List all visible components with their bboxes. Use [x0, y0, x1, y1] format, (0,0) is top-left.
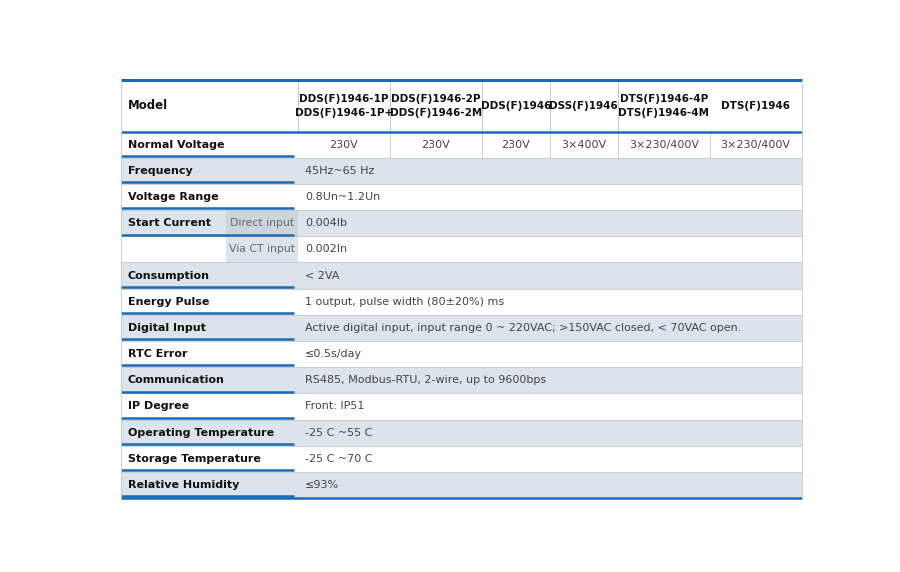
Text: DDS(F)1946: DDS(F)1946 — [481, 101, 551, 110]
Text: 230V: 230V — [501, 140, 530, 150]
Text: Operating Temperature: Operating Temperature — [128, 428, 274, 438]
Bar — [121, 236, 802, 263]
Text: -25 C ~70 C: -25 C ~70 C — [305, 454, 373, 464]
Text: Communication: Communication — [128, 375, 225, 386]
Text: 45Hz~65 Hz: 45Hz~65 Hz — [305, 166, 374, 176]
Text: IP Degree: IP Degree — [128, 402, 189, 411]
Bar — [121, 367, 802, 394]
Bar — [121, 80, 802, 132]
Bar — [121, 289, 802, 315]
Text: -25 C ~55 C: -25 C ~55 C — [305, 428, 373, 438]
Text: 3×400V: 3×400V — [562, 140, 607, 150]
Text: ≤93%: ≤93% — [305, 480, 339, 490]
Text: 3×230/400V: 3×230/400V — [629, 140, 698, 150]
Text: 1 output, pulse width (80±20%) ms: 1 output, pulse width (80±20%) ms — [305, 297, 504, 307]
Bar — [121, 472, 802, 498]
Bar — [227, 236, 298, 263]
Text: 0.002In: 0.002In — [305, 244, 347, 255]
Bar — [121, 210, 802, 236]
Bar — [121, 315, 802, 341]
Text: Normal Voltage: Normal Voltage — [128, 140, 224, 150]
Text: Direct input: Direct input — [230, 219, 294, 228]
Text: 3×230/400V: 3×230/400V — [721, 140, 791, 150]
Text: Model: Model — [128, 99, 168, 112]
Bar — [121, 184, 802, 210]
Bar — [121, 419, 802, 446]
Bar — [227, 210, 298, 236]
Text: Consumption: Consumption — [128, 271, 210, 281]
Text: Via CT input: Via CT input — [230, 244, 295, 255]
Text: Front: IP51: Front: IP51 — [305, 402, 364, 411]
Bar — [121, 394, 802, 419]
Bar — [121, 132, 802, 158]
Text: DTS(F)1946-4P
DTS(F)1946-4M: DTS(F)1946-4P DTS(F)1946-4M — [618, 94, 709, 118]
Text: 230V: 230V — [421, 140, 450, 150]
Text: Energy Pulse: Energy Pulse — [128, 297, 209, 307]
Bar — [121, 446, 802, 472]
Bar — [121, 341, 802, 367]
Text: RS485, Modbus-RTU, 2-wire, up to 9600bps: RS485, Modbus-RTU, 2-wire, up to 9600bps — [305, 375, 546, 386]
Text: Relative Humidity: Relative Humidity — [128, 480, 239, 490]
Text: Start Current: Start Current — [128, 219, 211, 228]
Text: RTC Error: RTC Error — [128, 349, 187, 359]
Text: Frequency: Frequency — [128, 166, 193, 176]
Text: ≤0.5s/day: ≤0.5s/day — [305, 349, 362, 359]
Text: DTS(F)1946: DTS(F)1946 — [721, 101, 790, 110]
Text: Voltage Range: Voltage Range — [128, 192, 219, 202]
Text: DDS(F)1946-1P
DDS(F)1946-1P+: DDS(F)1946-1P DDS(F)1946-1P+ — [294, 94, 393, 118]
Text: DSS(F)1946: DSS(F)1946 — [549, 101, 618, 110]
Text: 0.004Ib: 0.004Ib — [305, 219, 346, 228]
Text: Digital Input: Digital Input — [128, 323, 206, 333]
Bar — [121, 158, 802, 184]
Text: DDS(F)1946-2P
DDS(F)1946-2M: DDS(F)1946-2P DDS(F)1946-2M — [390, 94, 482, 118]
Text: Active digital input, input range 0 ~ 220VAC; >150VAC closed, < 70VAC open.: Active digital input, input range 0 ~ 22… — [305, 323, 742, 333]
Text: 0.8Un~1.2Un: 0.8Un~1.2Un — [305, 192, 380, 202]
Text: Storage Temperature: Storage Temperature — [128, 454, 261, 464]
Text: 230V: 230V — [329, 140, 358, 150]
Text: < 2VA: < 2VA — [305, 271, 339, 281]
Bar — [121, 263, 802, 289]
